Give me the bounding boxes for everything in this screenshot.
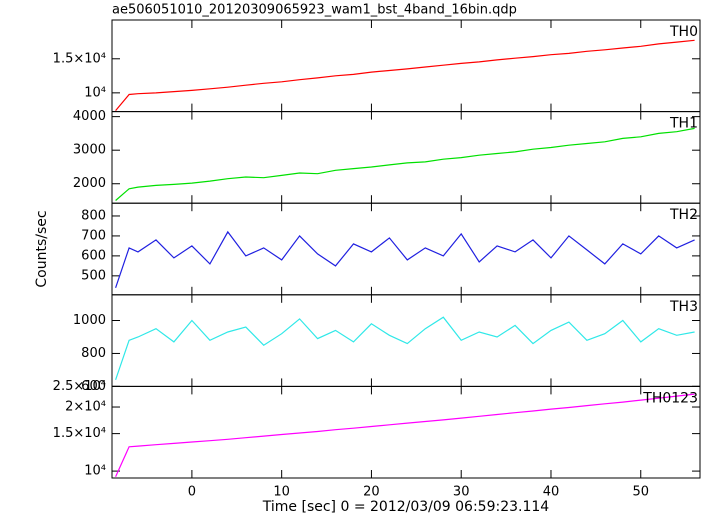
data-line bbox=[115, 230, 695, 288]
y-tick-label: 1.5×10⁴ bbox=[53, 51, 106, 66]
y-tick-label: 500 bbox=[81, 268, 106, 283]
y-tick-label: 3000 bbox=[73, 143, 106, 158]
y-tick-label: 4000 bbox=[73, 109, 106, 124]
series-label: TH1 bbox=[669, 116, 698, 132]
y-tick-label: 800 bbox=[81, 346, 106, 361]
series-label: TH2 bbox=[669, 207, 698, 223]
x-tick-label: 20 bbox=[363, 485, 380, 500]
x-tick-label: 10 bbox=[273, 485, 290, 500]
panel-frame bbox=[111, 294, 701, 387]
series-label: TH0 bbox=[669, 24, 698, 40]
x-tick-label: 0 bbox=[188, 485, 196, 500]
y-tick-label: 800 bbox=[81, 208, 106, 223]
panel-frame bbox=[111, 385, 701, 479]
y-tick-label: 2×10⁴ bbox=[65, 400, 106, 415]
data-line bbox=[115, 39, 695, 111]
series-label: TH3 bbox=[669, 299, 698, 315]
chart-title: ae506051010_20120309065923_wam1_bst_4ban… bbox=[112, 3, 517, 18]
y-tick-label: 1000 bbox=[73, 313, 106, 328]
x-tick-label: 30 bbox=[453, 485, 470, 500]
panel-frame bbox=[111, 19, 701, 113]
y-tick-label: 2000 bbox=[73, 176, 106, 191]
data-line bbox=[115, 393, 695, 478]
data-line bbox=[115, 127, 695, 201]
panel-frame bbox=[111, 202, 701, 296]
y-axis-label: Counts/sec bbox=[34, 210, 50, 287]
y-tick-label: 1.5×10⁴ bbox=[53, 426, 106, 441]
y-tick-label: 10⁴ bbox=[84, 85, 106, 100]
x-tick-label: 50 bbox=[632, 485, 649, 500]
x-tick-label: 40 bbox=[543, 485, 560, 500]
y-tick-label: 600 bbox=[81, 379, 106, 394]
panel-frame bbox=[111, 111, 701, 204]
series-label: TH0123 bbox=[642, 390, 698, 406]
y-tick-label: 2.5×10⁴ bbox=[53, 379, 106, 394]
y-tick-label: 10⁴ bbox=[84, 464, 106, 479]
data-line bbox=[115, 316, 695, 380]
y-tick-label: 600 bbox=[81, 248, 106, 263]
x-axis-label: Time [sec] 0 = 2012/03/09 06:59:23.114 bbox=[262, 499, 550, 515]
y-tick-label: 700 bbox=[81, 228, 106, 243]
